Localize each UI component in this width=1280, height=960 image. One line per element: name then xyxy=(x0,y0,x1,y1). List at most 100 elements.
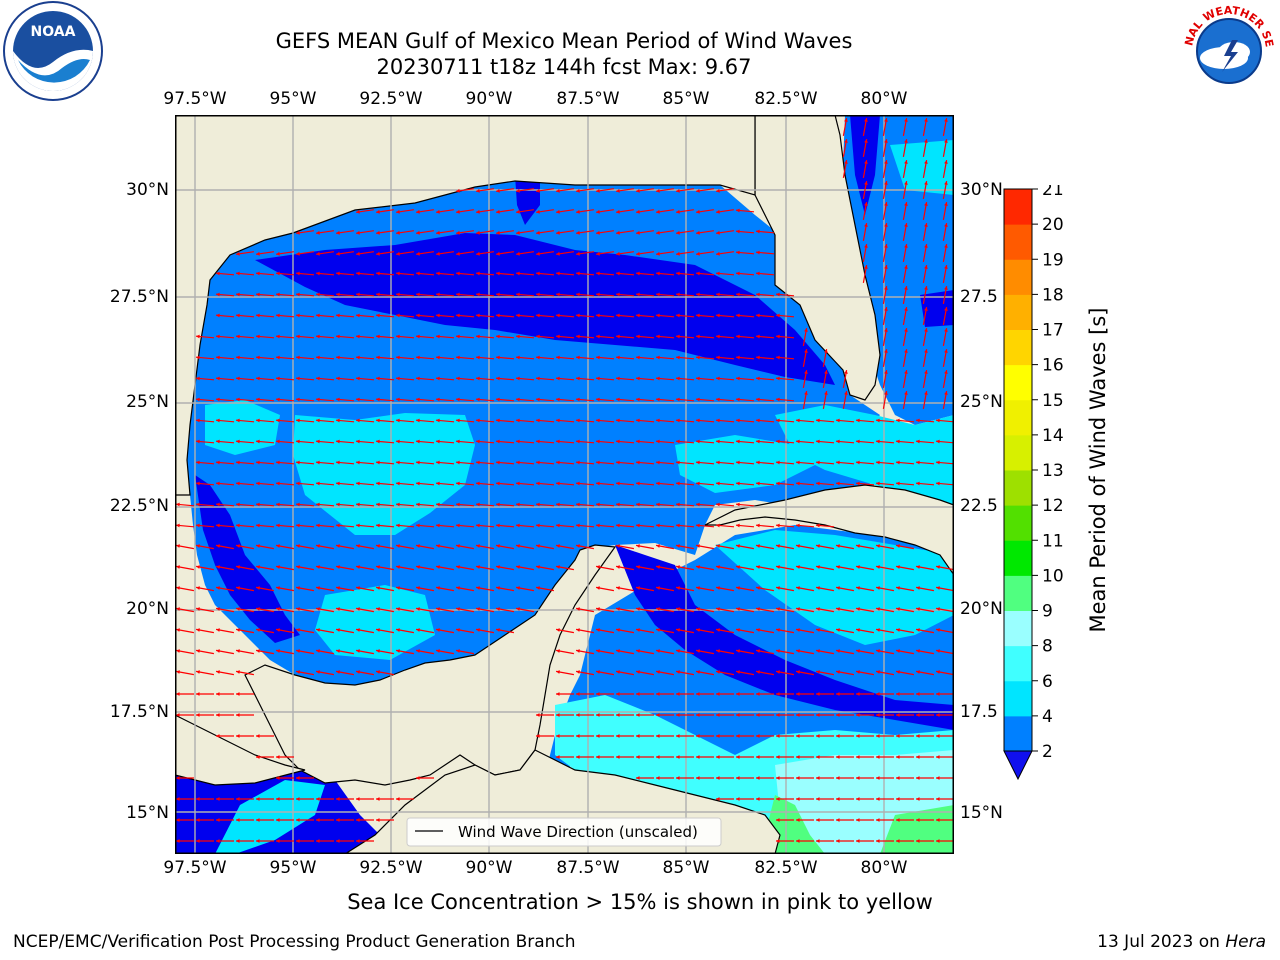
wind-arrow-head xyxy=(596,586,600,590)
wind-arrow-head xyxy=(936,460,940,465)
wind-arrow-head xyxy=(896,460,900,465)
wind-arrow-head xyxy=(436,313,440,318)
wind-arrow-head xyxy=(656,713,660,717)
wind-arrow-head xyxy=(836,692,840,696)
wind-arrow-head xyxy=(556,734,560,738)
wind-arrow-head xyxy=(816,586,820,590)
wind-arrow-head xyxy=(436,586,440,590)
wind-arrow-head xyxy=(656,376,660,381)
wind-arrow-head xyxy=(336,292,340,297)
wind-arrow-head xyxy=(436,397,440,402)
wind-arrow-head xyxy=(676,292,680,297)
wind-arrow-head xyxy=(776,313,780,318)
wind-arrow-head xyxy=(556,481,560,486)
wind-arrow-head xyxy=(396,586,400,590)
wind-arrow-head xyxy=(936,628,940,632)
wind-arrow-head xyxy=(916,565,920,569)
wind-arrow-head xyxy=(736,586,740,590)
wind-arrow-head xyxy=(596,209,600,214)
wind-arrow-head xyxy=(924,139,928,143)
wind-arrow-head xyxy=(736,502,740,507)
wind-arrow-head xyxy=(856,713,860,717)
wind-arrow-head xyxy=(596,713,600,717)
wind-arrow-head xyxy=(616,376,620,381)
wind-arrow-head xyxy=(856,565,860,569)
wind-arrow-head xyxy=(924,244,928,248)
wind-arrow-head xyxy=(816,565,820,569)
wind-arrow-head xyxy=(396,439,400,444)
wind-arrow-head xyxy=(336,544,340,548)
wind-arrow-head xyxy=(756,544,760,548)
wind-arrow-head xyxy=(656,460,660,465)
wind-arrow-head xyxy=(596,481,600,486)
wind-arrow-head xyxy=(336,481,340,486)
colorbar-tick-label: 12 xyxy=(1042,496,1064,516)
wind-arrow-head xyxy=(716,481,720,486)
wind-arrow-head xyxy=(736,460,740,465)
wind-arrow-head xyxy=(176,818,180,822)
wind-arrow-head xyxy=(696,334,700,339)
wind-arrow-head xyxy=(196,460,200,465)
wind-arrow-head xyxy=(236,544,240,548)
wind-arrow-head xyxy=(884,328,888,332)
wind-arrow-head xyxy=(776,670,780,674)
wind-arrow-head xyxy=(736,523,740,528)
period-lt2-zone xyxy=(850,115,880,215)
wind-arrow-head xyxy=(816,755,820,759)
wind-arrow-head xyxy=(336,818,340,822)
wind-arrow-head xyxy=(336,355,340,360)
wind-arrow-head xyxy=(716,188,720,193)
wind-arrow-head xyxy=(936,565,940,569)
wind-arrow-head xyxy=(776,523,780,528)
wind-arrow-head xyxy=(876,692,880,696)
wind-arrow-head xyxy=(776,355,780,360)
colorbar-tick-label: 9 xyxy=(1042,602,1053,622)
wind-arrow-head xyxy=(276,586,280,590)
wind-arrow-head xyxy=(616,439,620,444)
wind-arrow-head xyxy=(936,755,940,759)
wind-arrow-head xyxy=(216,628,220,632)
wind-arrow-head xyxy=(736,797,740,801)
wind-arrow-head xyxy=(716,292,720,297)
lon-label-bottom: 90°W xyxy=(465,858,513,878)
wind-arrow-head xyxy=(456,460,460,465)
wind-arrow-head xyxy=(196,418,200,423)
wind-arrow-head xyxy=(296,460,300,465)
wind-arrow-head xyxy=(656,649,660,653)
wind-arrow-head xyxy=(876,628,880,632)
wind-arrow-head xyxy=(316,544,320,548)
wind-arrow-head xyxy=(944,118,948,122)
wind-arrow-head xyxy=(596,355,600,360)
wind-arrow-head xyxy=(556,376,560,381)
wind-arrow-head xyxy=(276,523,280,528)
wind-arrow-head xyxy=(236,292,240,297)
wind-arrow-head xyxy=(416,649,420,653)
wind-arrow-head xyxy=(356,376,360,381)
wind-arrow-head xyxy=(216,797,220,801)
wind-arrow-head xyxy=(756,607,760,611)
wind-arrow-head xyxy=(176,670,180,674)
wind-arrow-head xyxy=(256,755,260,759)
lat-label-right: 25°N xyxy=(960,392,1003,412)
wind-arrow-head xyxy=(316,376,320,381)
wind-arrow-head xyxy=(876,755,880,759)
wind-arrow-head xyxy=(336,670,340,674)
wind-arrow-head xyxy=(576,460,580,465)
wind-arrow-head xyxy=(716,649,720,653)
wind-arrow-head xyxy=(336,460,340,465)
wind-arrow-head xyxy=(356,355,360,360)
wind-arrow-head xyxy=(636,502,640,507)
wind-arrow-head xyxy=(176,776,180,780)
wind-arrow-head xyxy=(716,271,720,276)
wind-arrow-head xyxy=(716,334,720,339)
wind-arrow-head xyxy=(176,692,180,696)
wind-arrow-head xyxy=(776,692,780,696)
wind-arrow-head xyxy=(456,292,460,297)
wind-arrow-head xyxy=(256,418,260,423)
wind-arrow-head xyxy=(716,544,720,548)
wind-arrow-head xyxy=(616,544,620,548)
wind-arrow-head xyxy=(456,544,460,548)
wind-arrow-head xyxy=(356,544,360,548)
wind-arrow-head xyxy=(636,734,640,738)
wind-arrow-head xyxy=(716,209,720,214)
